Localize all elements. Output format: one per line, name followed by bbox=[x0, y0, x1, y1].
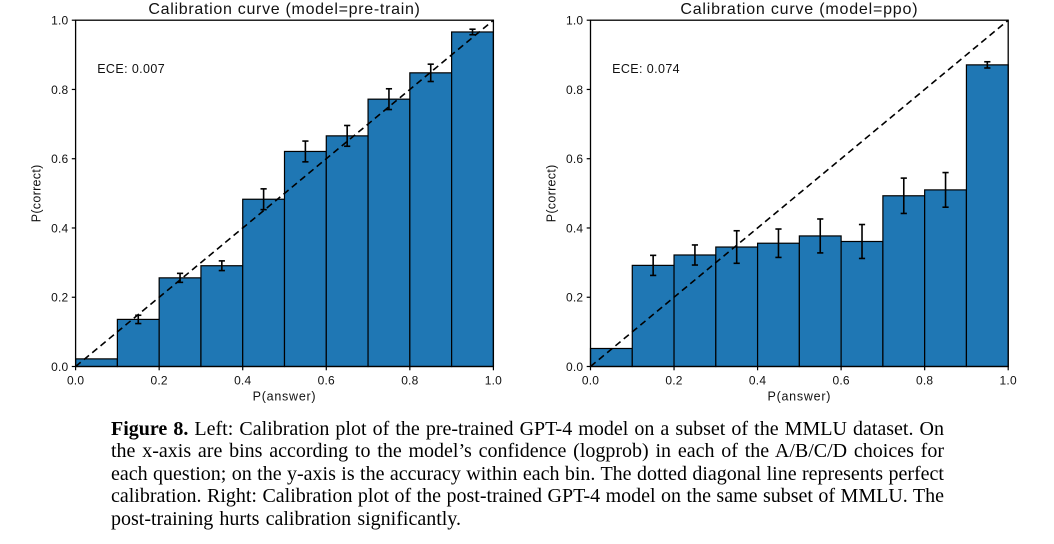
svg-text:0.6: 0.6 bbox=[832, 374, 849, 388]
svg-text:0.0: 0.0 bbox=[566, 360, 583, 374]
svg-text:1.0: 1.0 bbox=[51, 14, 68, 28]
svg-text:0.6: 0.6 bbox=[51, 152, 68, 166]
svg-text:0.2: 0.2 bbox=[151, 374, 168, 388]
svg-text:0.4: 0.4 bbox=[749, 374, 766, 388]
svg-text:0.8: 0.8 bbox=[51, 83, 68, 97]
svg-text:P(correct): P(correct) bbox=[545, 164, 559, 222]
svg-text:0.2: 0.2 bbox=[665, 374, 682, 388]
svg-text:P(correct): P(correct) bbox=[30, 164, 44, 222]
svg-text:1.0: 1.0 bbox=[566, 14, 583, 28]
svg-text:Calibration curve (model=pre-t: Calibration curve (model=pre-train) bbox=[148, 1, 420, 18]
svg-text:0.6: 0.6 bbox=[318, 374, 335, 388]
svg-text:0.0: 0.0 bbox=[582, 374, 599, 388]
svg-text:0.4: 0.4 bbox=[234, 374, 251, 388]
svg-text:0.8: 0.8 bbox=[401, 374, 418, 388]
svg-text:ECE: 0.074: ECE: 0.074 bbox=[612, 62, 680, 76]
svg-text:0.0: 0.0 bbox=[67, 374, 84, 388]
svg-text:0.6: 0.6 bbox=[566, 152, 583, 166]
svg-text:0.4: 0.4 bbox=[566, 221, 583, 235]
svg-text:0.8: 0.8 bbox=[916, 374, 933, 388]
svg-text:0.8: 0.8 bbox=[566, 83, 583, 97]
svg-text:0.0: 0.0 bbox=[51, 360, 68, 374]
svg-text:0.2: 0.2 bbox=[51, 291, 68, 305]
svg-text:0.4: 0.4 bbox=[51, 221, 68, 235]
svg-text:0.2: 0.2 bbox=[566, 291, 583, 305]
svg-text:1.0: 1.0 bbox=[485, 374, 502, 388]
svg-text:Calibration curve (model=ppo): Calibration curve (model=ppo) bbox=[680, 1, 918, 18]
svg-text:P(answer): P(answer) bbox=[767, 389, 831, 403]
svg-text:ECE: 0.007: ECE: 0.007 bbox=[97, 62, 165, 76]
svg-text:P(answer): P(answer) bbox=[253, 389, 317, 403]
svg-text:1.0: 1.0 bbox=[1000, 374, 1017, 388]
